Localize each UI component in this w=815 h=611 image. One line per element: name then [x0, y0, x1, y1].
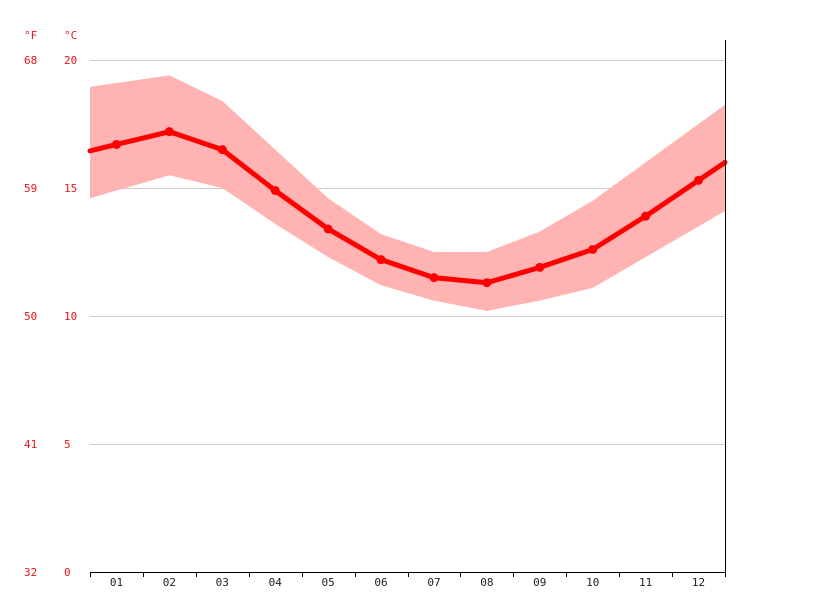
x-tick-label: 05: [322, 576, 335, 589]
data-point: [323, 224, 333, 234]
grid-lines: [90, 60, 725, 445]
data-point: [270, 186, 280, 196]
y-tick-label-celsius: 20: [64, 54, 77, 67]
temperature-line-series: [87, 127, 728, 288]
x-tick-label: 11: [639, 576, 652, 589]
tick-labels: 32 0 41 5 50 10 59 15 68 20 01 02 03 04 05 06 07 08 09 10 11…: [24, 54, 705, 589]
data-point: [429, 273, 439, 283]
y-tick-label-celsius: 10: [64, 310, 77, 323]
y-tick-label-celsius: 15: [64, 182, 77, 195]
temperature-range-band: [90, 75, 725, 311]
x-tick-label: 01: [110, 576, 123, 589]
data-point: [111, 139, 121, 149]
series-line: [87, 129, 728, 286]
data-point: [694, 175, 704, 185]
x-tick-label: 06: [374, 576, 387, 589]
x-tick-label: 04: [269, 576, 283, 589]
x-tick-label: 02: [163, 576, 176, 589]
x-tick-label: 12: [692, 576, 705, 589]
y-tick-label-fahrenheit: 50: [24, 310, 37, 323]
x-tick-label: 10: [586, 576, 599, 589]
data-point: [164, 127, 174, 137]
x-tick-label: 09: [533, 576, 546, 589]
y-tick-label-celsius: 0: [64, 566, 71, 579]
data-point: [217, 145, 227, 155]
x-tick-label: 03: [216, 576, 229, 589]
y-tick-label-fahrenheit: 32: [24, 566, 37, 579]
data-point: [376, 255, 386, 265]
y-tick-label-fahrenheit: 59: [24, 182, 37, 195]
axes: [90, 40, 726, 577]
unit-fahrenheit-label: °F: [24, 29, 37, 42]
y-tick-label-celsius: 5: [64, 438, 71, 451]
x-tick-label: 08: [480, 576, 493, 589]
y-tick-label-fahrenheit: 41: [24, 438, 37, 451]
data-point: [641, 211, 651, 221]
y-tick-label-fahrenheit: 68: [24, 54, 37, 67]
unit-celsius-label: °C: [64, 29, 77, 42]
range-band-area: [90, 75, 725, 311]
data-point: [588, 244, 598, 254]
x-tick-label: 07: [427, 576, 440, 589]
data-point: [535, 262, 545, 272]
data-point: [482, 278, 492, 288]
